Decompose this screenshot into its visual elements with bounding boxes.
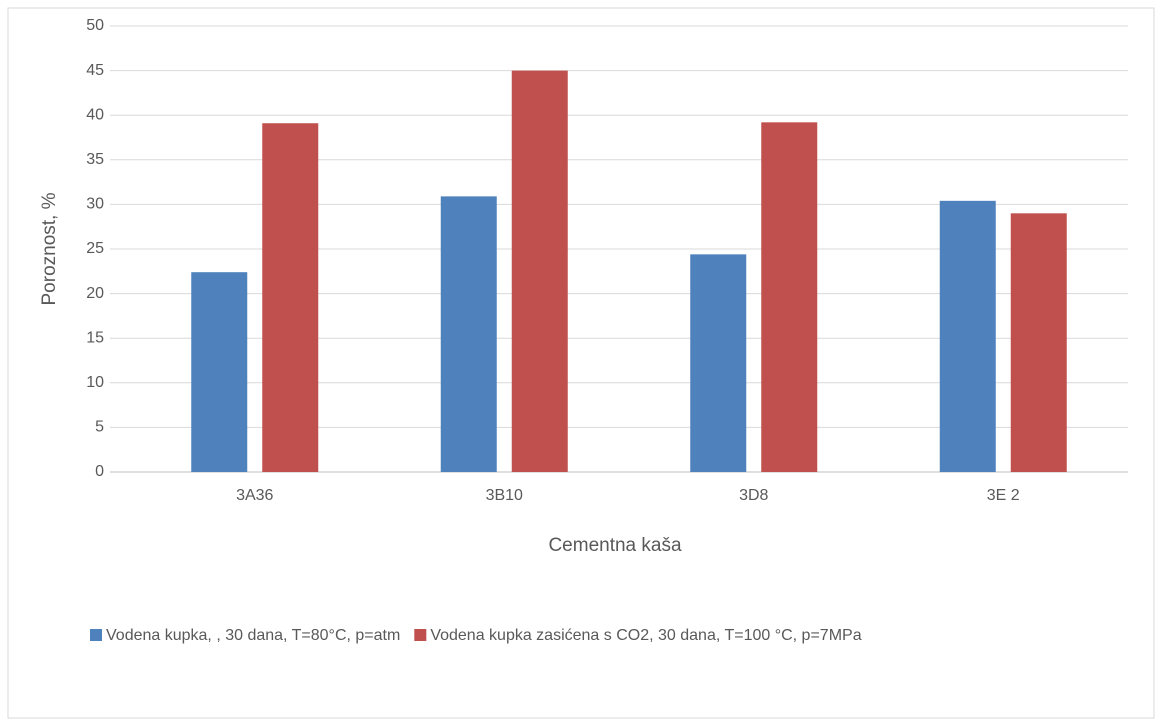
bar <box>1010 213 1067 472</box>
y-tick-label: 5 <box>95 419 104 436</box>
y-tick-label: 10 <box>86 374 104 391</box>
y-tick-label: 45 <box>86 62 104 79</box>
y-tick-label: 20 <box>86 285 104 302</box>
x-axis-title: Cementna kaša <box>548 535 682 556</box>
bar <box>690 254 747 472</box>
legend-swatch <box>90 629 102 641</box>
bar <box>191 272 248 472</box>
x-tick-label: 3E 2 <box>987 487 1020 504</box>
x-tick-label: 3B10 <box>486 487 523 504</box>
x-tick-label: 3D8 <box>739 487 768 504</box>
y-tick-label: 30 <box>86 196 104 213</box>
legend-label: Vodena kupka zasićena s CO2, 30 dana, T=… <box>430 627 861 644</box>
bar <box>440 196 497 472</box>
y-axis-title: Poroznost, % <box>39 192 60 305</box>
legend-swatch <box>414 629 427 641</box>
y-tick-label: 50 <box>86 17 104 34</box>
y-tick-label: 0 <box>95 463 104 480</box>
x-tick-label: 3A36 <box>236 487 273 504</box>
bar <box>511 70 568 472</box>
y-tick-label: 35 <box>86 151 104 168</box>
bar <box>761 122 818 472</box>
y-tick-label: 15 <box>86 329 104 346</box>
bar <box>939 200 996 472</box>
legend-label: Vodena kupka, , 30 dana, T=80°C, p=atm <box>106 627 400 644</box>
bar <box>262 123 319 472</box>
y-tick-label: 25 <box>86 240 104 257</box>
y-tick-label: 40 <box>86 106 104 123</box>
